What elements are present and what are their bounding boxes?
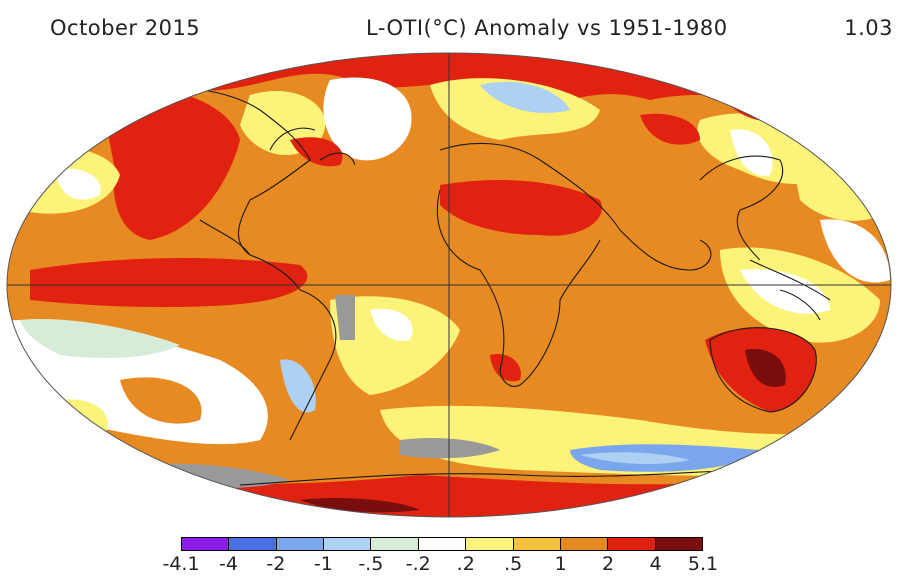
- legend-tick-label: 1: [554, 553, 567, 575]
- south-pacific-orange-patch: [120, 377, 202, 424]
- southern-ocean-light-cool: [580, 452, 690, 465]
- el-nino-warm-band: [30, 258, 308, 308]
- anomaly-field: [7, 53, 891, 517]
- legend-tick-label: -4.1: [162, 553, 200, 575]
- legend-swatch-0: [182, 538, 230, 550]
- no-data-patch-brazil: [335, 295, 355, 340]
- antarctic-extreme-patch: [300, 498, 420, 513]
- south-africa-warm-patch: [490, 354, 521, 382]
- globe-outline: [6, 52, 892, 518]
- south-pacific-light-band: [20, 319, 180, 358]
- south-atlantic-white: [370, 309, 413, 341]
- legend-swatch-1: [229, 538, 277, 550]
- legend-swatch-4: [371, 538, 419, 550]
- legend-tick-label: 5.1: [687, 553, 719, 575]
- legend-tick-label: .5: [504, 553, 523, 575]
- legend-tick-labels: -4.1 -4 -2 -1 -.5 -.2 .2 .5 1 2 4 5.1: [0, 553, 901, 579]
- pacific-white-patch: [55, 168, 101, 200]
- no-data-patch-south-atlantic: [400, 438, 500, 459]
- legend-tick-label: -1: [313, 553, 333, 575]
- legend-tick-label: .2: [456, 553, 475, 575]
- sahara-arabia-warm-region: [440, 180, 602, 236]
- hudson-warm-patch: [290, 137, 343, 167]
- central-asia-warm-patch: [640, 113, 700, 145]
- legend-swatch-2: [276, 538, 325, 550]
- west-pacific-white: [820, 219, 890, 283]
- map-title: L-OTI(°C) Anomaly vs 1951-1980: [366, 16, 728, 40]
- legend-tick-label: 2: [602, 553, 615, 575]
- legend-tick-label: -.5: [358, 553, 384, 575]
- north-atlantic-white-patch: [323, 77, 412, 161]
- color-legend: [181, 537, 703, 551]
- legend-swatch-6: [466, 538, 514, 550]
- global-mean-value: 1.03: [844, 16, 893, 40]
- antarctic-warm-band: [7, 470, 890, 517]
- legend-tick-label: -.2: [405, 553, 431, 575]
- legend-tick-label: -4: [218, 553, 238, 575]
- legend-tick-label: 4: [649, 553, 662, 575]
- coastlines: [129, 87, 831, 486]
- legend-swatch-10: [655, 538, 702, 550]
- legend-swatch-8: [560, 538, 609, 550]
- north-america-warm-region: [105, 87, 240, 240]
- legend-tick-label: -2: [266, 553, 286, 575]
- legend-swatch-7: [513, 538, 561, 550]
- legend-swatch-9: [608, 538, 656, 550]
- patagonia-cool-patch: [280, 359, 316, 413]
- australia-extreme-warm: [745, 349, 786, 387]
- south-atlantic-yellow: [330, 296, 460, 395]
- scandinavia-cool-patch: [480, 81, 570, 113]
- europe-yellow-patch: [430, 78, 600, 140]
- map-date-title: October 2015: [50, 16, 201, 40]
- legend-swatch-5: [418, 538, 467, 550]
- legend-swatch-3: [324, 538, 372, 550]
- siberia-white-patch: [730, 129, 773, 176]
